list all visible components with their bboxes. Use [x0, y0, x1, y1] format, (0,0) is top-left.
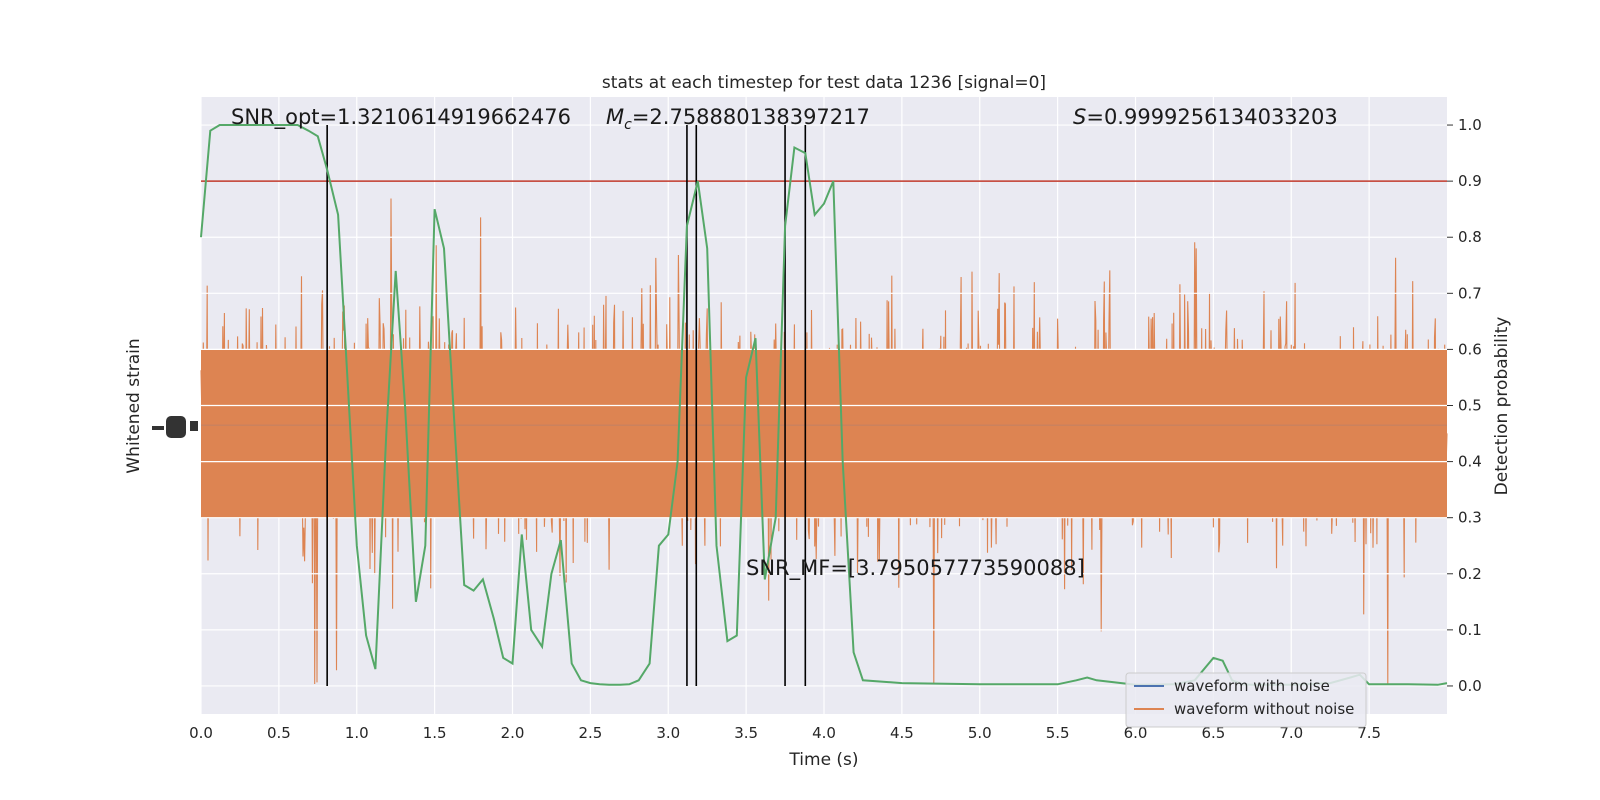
annotation-chirp-mass-subscript: c	[624, 117, 632, 133]
x-tick-label: 7.5	[1357, 724, 1381, 742]
left-axis-offset-glyph	[152, 426, 164, 430]
x-tick-label: 1.0	[345, 724, 369, 742]
y-right-tick-label: 0.2	[1458, 565, 1482, 583]
x-axis-label: Time (s)	[788, 750, 858, 770]
chart-title: stats at each timestep for test data 123…	[602, 73, 1046, 93]
y-right-tick-label: 0.6	[1458, 340, 1482, 358]
x-tick-label: 0.0	[189, 724, 213, 742]
y-right-tick-label: 0.5	[1458, 397, 1482, 415]
y-right-tick-label: 0.0	[1458, 677, 1482, 695]
x-ticks: 0.0 0.5 1.0 1.5 2.0 2.5 3.0 3.5 4.0 4.5 5.0 5.5 6.0 6…	[189, 724, 1381, 742]
x-tick-label: 6.0	[1124, 724, 1148, 742]
y-right-ticks: 0.0 0.1 0.2 0.3 0.4 0.5 0.6 0.7 0.8 0.9 1.0	[1447, 116, 1482, 695]
legend-box	[1125, 672, 1367, 728]
strain-traces	[152, 198, 1448, 685]
legend-label-waveform-with-noise: waveform with noise	[1174, 677, 1330, 695]
x-tick-label: 2.0	[501, 724, 525, 742]
legend: waveform with noise waveform without noi…	[1125, 672, 1367, 728]
y-right-tick-label: 1.0	[1458, 116, 1482, 134]
x-tick-label: 0.5	[267, 724, 291, 742]
x-tick-label: 4.0	[812, 724, 836, 742]
x-tick-label: 4.5	[890, 724, 914, 742]
y-axis-label-left: Whitened strain	[124, 338, 144, 473]
legend-label-waveform-without-noise: waveform without noise	[1174, 700, 1354, 718]
annotation-snr-opt: SNR_opt=1.3210614919662476	[231, 105, 571, 130]
x-tick-label: 5.0	[968, 724, 992, 742]
y-right-tick-label: 0.3	[1458, 509, 1482, 527]
x-tick-label: 3.0	[656, 724, 680, 742]
annotation-score-value: =0.9999256134033203	[1086, 105, 1337, 129]
x-tick-label: 1.5	[423, 724, 447, 742]
x-tick-label: 6.5	[1201, 724, 1225, 742]
y-right-tick-label: 0.9	[1458, 172, 1482, 190]
left-axis-offset-glyph	[166, 416, 186, 438]
y-right-tick-label: 0.4	[1458, 453, 1482, 471]
annotation-chirp-mass-symbol: M	[606, 105, 624, 129]
probability-layer	[200, 124, 1448, 687]
annotation-chirp-mass: Mc=2.758880138397217	[606, 105, 870, 133]
annotation-score-symbol: S	[1073, 105, 1086, 129]
annotation-score: S=0.9999256134033203	[1073, 105, 1338, 129]
y-right-tick-label: 0.1	[1458, 621, 1482, 639]
y-right-tick-label: 0.7	[1458, 284, 1482, 302]
x-tick-label: 3.5	[734, 724, 758, 742]
x-tick-label: 7.0	[1279, 724, 1303, 742]
left-axis-offset-glyph	[190, 421, 198, 431]
y-right-tick-label: 0.8	[1458, 228, 1482, 246]
x-tick-label: 2.5	[578, 724, 602, 742]
annotation-chirp-mass-value: =2.758880138397217	[632, 105, 870, 129]
y-axis-label-right: Detection probability	[1492, 317, 1512, 496]
annotation-snr-mf: SNR_MF=[3.795057773590088]	[746, 556, 1085, 581]
x-tick-label: 5.5	[1046, 724, 1070, 742]
strain-core-band	[201, 349, 1447, 518]
